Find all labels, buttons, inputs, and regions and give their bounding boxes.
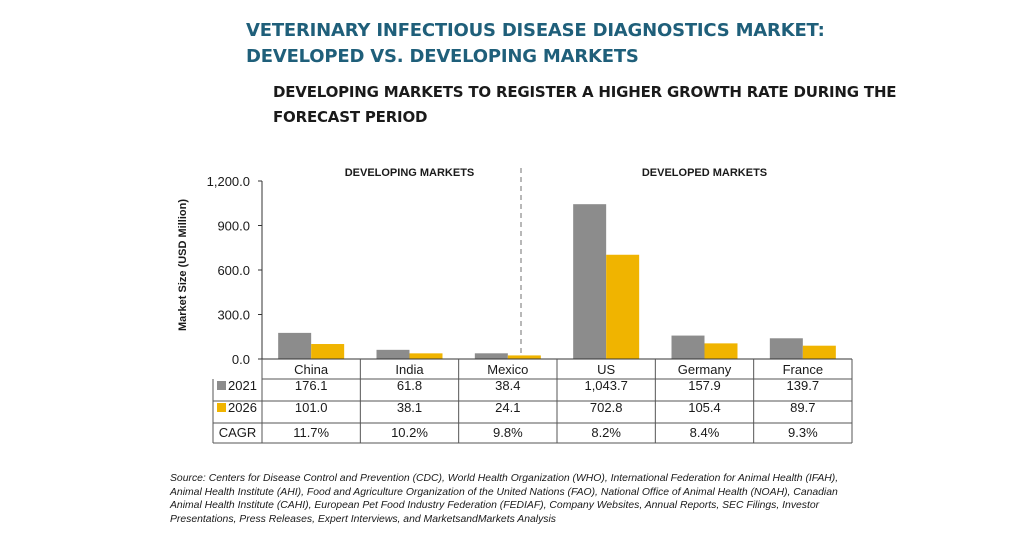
legend-swatch-2021 bbox=[217, 381, 226, 390]
bar-2026-china bbox=[311, 344, 345, 359]
data-label: 139.7 bbox=[787, 378, 820, 393]
bar-2026-germany bbox=[704, 343, 738, 359]
bar-2026-us bbox=[606, 254, 640, 359]
category-label: US bbox=[597, 362, 615, 377]
data-label: 24.1 bbox=[495, 400, 520, 415]
data-label: 1,043.7 bbox=[584, 378, 627, 393]
data-label: 38.4 bbox=[495, 378, 520, 393]
category-label: France bbox=[783, 362, 823, 377]
data-label: 176.1 bbox=[295, 378, 328, 393]
data-label: 105.4 bbox=[688, 400, 721, 415]
cagr-value: 11.7% bbox=[293, 425, 329, 440]
source-note: Source: Centers for Disease Control and … bbox=[170, 473, 839, 525]
legend-label-2021: 2021 bbox=[228, 378, 257, 393]
bar-2021-france bbox=[769, 338, 803, 359]
bar-2021-india bbox=[376, 349, 410, 359]
cagr-value: 9.3% bbox=[788, 425, 818, 440]
bar-2026-france bbox=[802, 345, 836, 359]
chart-title: VETERINARY INFECTIOUS DISEASE DIAGNOSTIC… bbox=[246, 18, 825, 70]
data-label: 702.8 bbox=[590, 400, 623, 415]
legend-swatch-2026 bbox=[217, 403, 226, 412]
category-label: Mexico bbox=[487, 362, 528, 377]
group-label: DEVELOPING MARKETS bbox=[345, 167, 475, 179]
chart-subtitle-line2: FORECAST PERIOD bbox=[273, 108, 428, 126]
chart-subtitle: DEVELOPING MARKETS TO REGISTER A HIGHER … bbox=[273, 80, 897, 130]
bar-2021-china bbox=[278, 332, 312, 359]
category-label: Germany bbox=[678, 362, 732, 377]
market-size-chart: 0.0 300.0 600.0 900.0 1,200.0 Market Size (US… bbox=[177, 167, 853, 444]
chart-subtitle-line1: DEVELOPING MARKETS TO REGISTER A HIGHER … bbox=[273, 83, 897, 101]
data-label: 101.0 bbox=[295, 400, 328, 415]
y-axis-label: Market Size (USD Million) bbox=[177, 199, 189, 331]
category-label: China bbox=[294, 362, 329, 377]
y-tick-label: 1,200.0 bbox=[207, 174, 250, 189]
legend-label-2026: 2026 bbox=[228, 400, 257, 415]
cagr-row-label: CAGR bbox=[219, 425, 257, 440]
bar-2026-mexico bbox=[507, 355, 541, 359]
data-label: 38.1 bbox=[397, 400, 422, 415]
bar-2021-us bbox=[573, 204, 607, 359]
category-label: India bbox=[395, 362, 424, 377]
bar-2021-mexico bbox=[474, 353, 508, 359]
chart-title-line2: DEVELOPED VS. DEVELOPING MARKETS bbox=[246, 46, 639, 67]
data-label: 89.7 bbox=[790, 400, 815, 415]
y-tick-label: 600.0 bbox=[217, 263, 250, 278]
y-tick-label: 300.0 bbox=[217, 308, 250, 323]
y-tick-label: 900.0 bbox=[217, 219, 250, 234]
chart-title-line1: VETERINARY INFECTIOUS DISEASE DIAGNOSTIC… bbox=[246, 20, 825, 41]
cagr-value: 8.2% bbox=[591, 425, 621, 440]
cagr-value: 9.8% bbox=[493, 425, 523, 440]
cagr-value: 8.4% bbox=[690, 425, 720, 440]
bar-2021-germany bbox=[671, 335, 705, 359]
data-label: 157.9 bbox=[688, 378, 721, 393]
bar-2026-india bbox=[409, 353, 443, 359]
data-label: 61.8 bbox=[397, 378, 422, 393]
y-tick-label: 0.0 bbox=[232, 352, 250, 367]
cagr-value: 10.2% bbox=[391, 425, 428, 440]
group-label: DEVELOPED MARKETS bbox=[642, 167, 767, 179]
